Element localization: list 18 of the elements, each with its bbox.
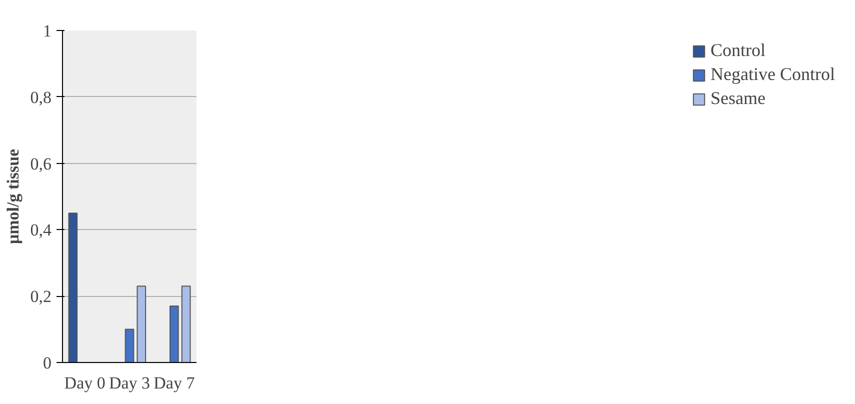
bar [124,328,134,362]
y-tick-label: 0,2 [30,287,52,306]
bar [136,286,146,362]
bar [170,306,179,362]
x-tick-label: Day 3 [108,374,150,392]
y-tick-label: 0,4 [30,220,52,240]
y-axis-title: μmol/g tissue [3,148,22,244]
legend-label: Negative Control [710,64,835,85]
y-tick-label: 0 [43,354,52,372]
x-tick-label: Day 0 [64,374,106,392]
y-tick-label: 1 [43,22,52,40]
bar [181,286,191,362]
legend-label: Control [710,40,766,61]
bar [68,212,78,362]
legend-label: Sesame [710,88,766,109]
x-tick-label: Day 7 [154,374,196,392]
y-tick-label: 0,6 [30,154,52,174]
y-tick-label: 0,8 [30,88,52,107]
